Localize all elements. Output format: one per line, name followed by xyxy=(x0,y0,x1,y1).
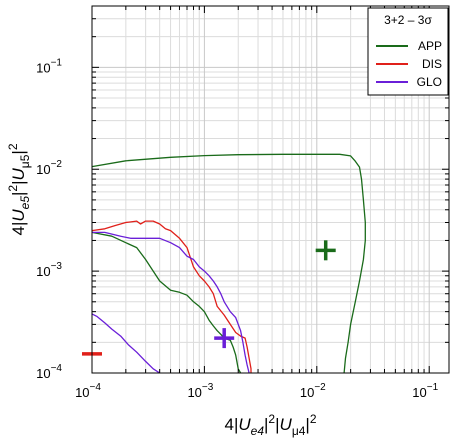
y-axis-title: 4|Ue5|2|Uμ5|2 xyxy=(6,143,32,235)
contour-app-2 xyxy=(91,231,242,374)
contour-glo-1 xyxy=(92,231,250,374)
y-tick-label: 10−2 xyxy=(36,159,62,177)
legend-label: APP xyxy=(418,39,442,53)
x-tick-label: 10−4 xyxy=(75,382,101,400)
y-tick-label: 10−1 xyxy=(36,57,62,75)
contour-app-1 xyxy=(91,153,366,374)
best-fit-glo xyxy=(214,328,235,349)
series-layer xyxy=(91,153,366,374)
legend-entries: APP DIS GLO xyxy=(376,39,442,89)
legend: 3+2 – 3σ APP DIS GLO xyxy=(367,7,449,96)
legend-entry-glo: GLO xyxy=(376,75,442,89)
legend-entry-app: APP xyxy=(376,39,442,53)
legend-box xyxy=(367,7,449,96)
x-axis-title: 4|Ue4|2|Uμ4|2 xyxy=(224,412,316,438)
contour-glo-2 xyxy=(91,313,161,374)
legend-label: DIS xyxy=(422,57,442,71)
plot-frame xyxy=(91,5,450,374)
x-tick-label: 10−2 xyxy=(300,382,326,400)
legend-title: 3+2 – 3σ xyxy=(384,13,432,27)
best-fit-app xyxy=(315,240,336,261)
y-tick-labels: 10−4 10−3 10−2 10−1 xyxy=(36,57,62,381)
legend-entry-dis: DIS xyxy=(376,57,442,71)
x-tick-label: 10−1 xyxy=(412,382,438,400)
contour-dis-1 xyxy=(91,220,252,373)
x-tick-label: 10−3 xyxy=(187,382,213,400)
legend-label: GLO xyxy=(417,75,442,89)
y-tick-label: 10−4 xyxy=(36,363,62,381)
x-tick-labels: 10−4 10−3 10−2 10−1 xyxy=(75,382,439,400)
y-tick-label: 10−3 xyxy=(36,261,62,279)
best-fit-points xyxy=(82,240,336,356)
